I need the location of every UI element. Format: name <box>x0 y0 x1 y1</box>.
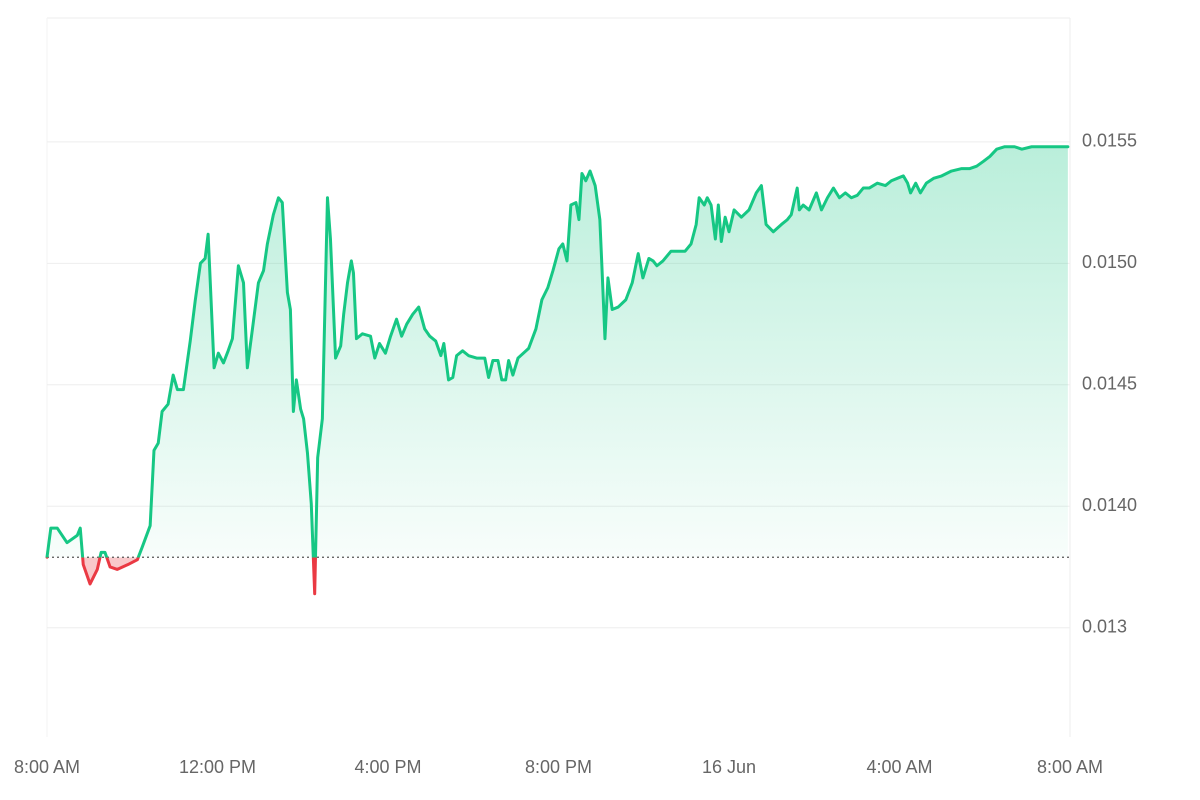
x-tick-label: 12:00 PM <box>179 757 256 777</box>
x-tick-label: 4:00 AM <box>866 757 932 777</box>
x-tick-label: 4:00 PM <box>354 757 421 777</box>
y-tick-label: 0.0140 <box>1082 495 1137 515</box>
x-tick-label: 8:00 PM <box>525 757 592 777</box>
y-tick-label: 0.0145 <box>1082 374 1137 394</box>
x-tick-label: 8:00 AM <box>1037 757 1103 777</box>
area-fill <box>47 146 1068 594</box>
x-tick-label: 16 Jun <box>702 757 756 777</box>
y-tick-label: 0.013 <box>1082 616 1127 636</box>
x-tick-label: 8:00 AM <box>14 757 80 777</box>
y-tick-label: 0.0150 <box>1082 252 1137 272</box>
y-tick-label: 0.0155 <box>1082 131 1137 151</box>
plot <box>45 145 1070 596</box>
price-line <box>45 145 1070 596</box>
axis-labels: 0.013 0.0140 0.0145 0.0150 0.0155 8:00 AM 12:0… <box>14 131 1137 777</box>
